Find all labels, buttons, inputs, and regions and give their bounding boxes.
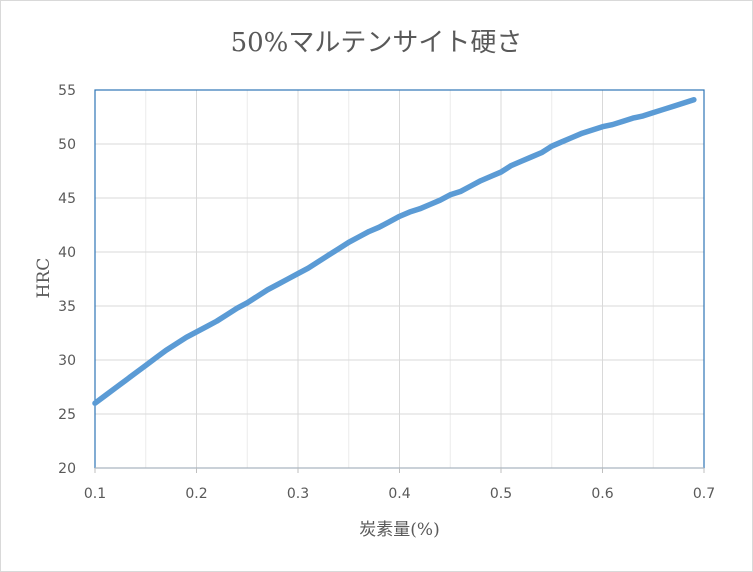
y-tick-label: 25: [58, 407, 76, 423]
y-tick-label: 20: [58, 461, 76, 477]
y-tick-label: 40: [58, 245, 76, 261]
x-tick-label: 0.3: [287, 486, 309, 502]
y-tick-label: 45: [58, 191, 76, 207]
x-tick-label: 0.6: [591, 486, 613, 502]
x-tick-label: 0.5: [490, 486, 512, 502]
y-tick-label: 50: [58, 137, 76, 153]
x-tick-label: 0.4: [388, 486, 410, 502]
x-tick-label: 0.2: [185, 486, 207, 502]
y-tick-label: 30: [58, 353, 76, 369]
chart-title: 50%マルテンサイト硬さ: [230, 28, 523, 58]
series-line: [92, 96, 697, 406]
x-tick-label: 0.1: [84, 486, 106, 502]
x-axis-label: 炭素量(%): [359, 520, 440, 540]
y-tick-label: 55: [58, 83, 76, 99]
y-tick-label: 35: [58, 299, 76, 315]
x-tick-label: 0.7: [693, 486, 715, 502]
